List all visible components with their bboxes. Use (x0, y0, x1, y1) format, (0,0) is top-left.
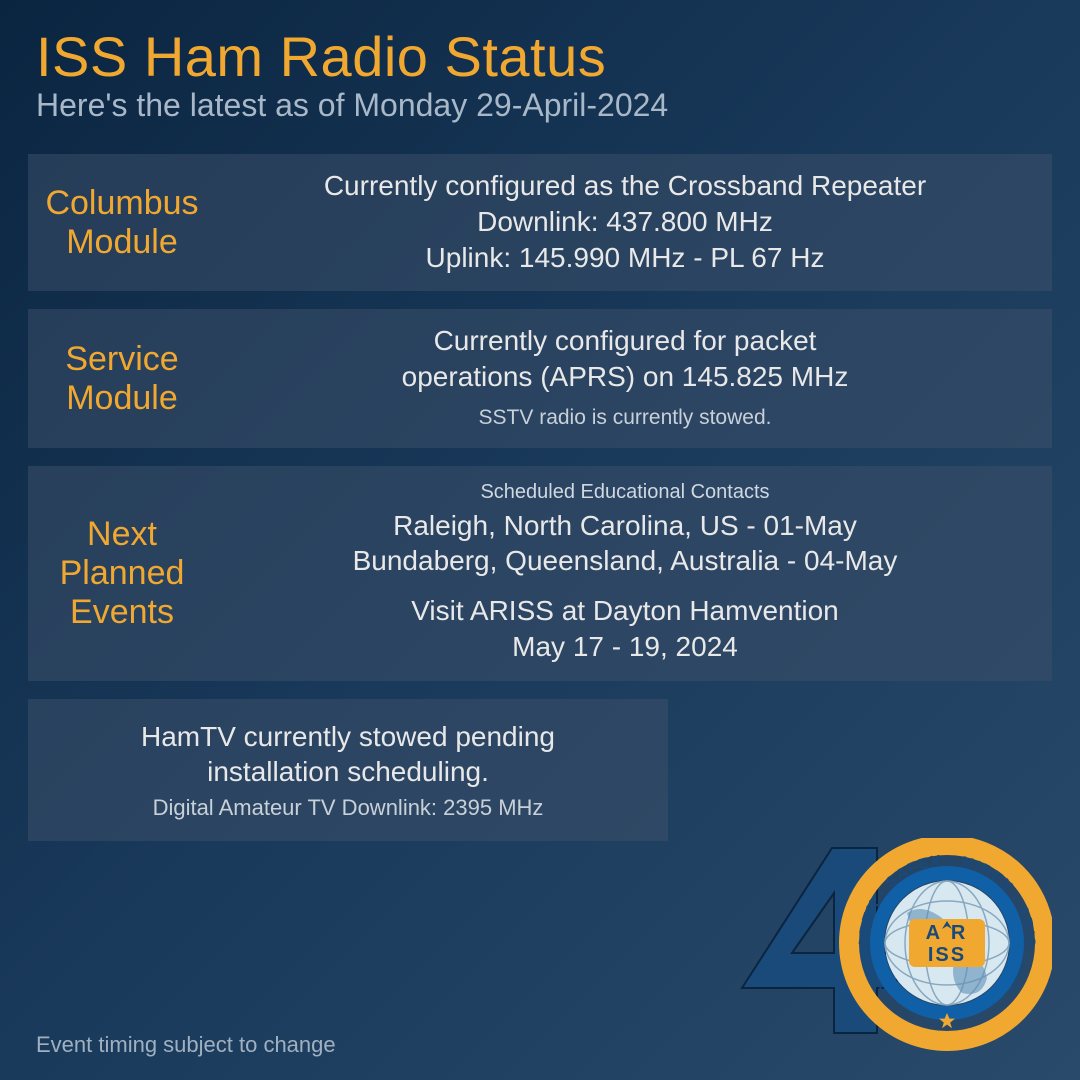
events-contact-1: Raleigh, North Carolina, US - 01-May (216, 508, 1034, 544)
footer-note: Event timing subject to change (36, 1032, 336, 1058)
columbus-label: ColumbusModule (28, 174, 216, 272)
page-subtitle: Here's the latest as of Monday 29-April-… (36, 87, 1044, 124)
events-panel: NextPlannedEvents Scheduled Educational … (28, 466, 1052, 681)
events-heading: Scheduled Educational Contacts (216, 480, 1034, 506)
ariss-40-logo-icon: SAREX - SAFEX - MIREX - ARISS 1983 2023 … (722, 838, 1052, 1058)
events-contact-2: Bundaberg, Queensland, Australia - 04-Ma… (216, 543, 1034, 579)
service-line2: operations (APRS) on 145.825 MHz (216, 359, 1034, 395)
columbus-line1: Currently configured as the Crossband Re… (216, 168, 1034, 204)
hamtv-panel: HamTV currently stowed pending installat… (28, 699, 668, 841)
columbus-panel: ColumbusModule Currently configured as t… (28, 154, 1052, 291)
service-note: SSTV radio is currently stowed. (216, 405, 1034, 432)
events-visit-2: May 17 - 19, 2024 (216, 629, 1034, 665)
columbus-line3: Uplink: 145.990 MHz - PL 67 Hz (216, 240, 1034, 276)
columbus-line2: Downlink: 437.800 MHz (216, 204, 1034, 240)
logo-center-bottom: ISS (928, 944, 966, 966)
hamtv-line1: HamTV currently stowed pending (50, 719, 646, 754)
hamtv-line2: installation scheduling. (50, 754, 646, 789)
events-visit-1: Visit ARISS at Dayton Hamvention (216, 593, 1034, 629)
service-body: Currently configured for packet operatio… (216, 309, 1052, 448)
hamtv-sub: Digital Amateur TV Downlink: 2395 MHz (50, 795, 646, 821)
service-panel: ServiceModule Currently configured for p… (28, 309, 1052, 448)
columbus-body: Currently configured as the Crossband Re… (216, 154, 1052, 291)
events-body: Scheduled Educational Contacts Raleigh, … (216, 466, 1052, 681)
service-line1: Currently configured for packet (216, 323, 1034, 359)
events-label: NextPlannedEvents (28, 505, 216, 642)
page-title: ISS Ham Radio Status (36, 24, 1044, 89)
service-label: ServiceModule (28, 330, 216, 428)
